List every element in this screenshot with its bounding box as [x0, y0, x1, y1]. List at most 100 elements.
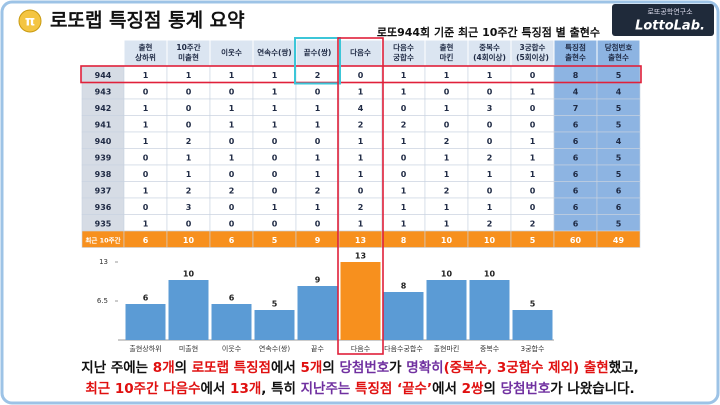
header-line: 중복수 [479, 42, 500, 52]
logo: LottoLab. [635, 19, 705, 34]
cell-value: 0 [444, 87, 450, 96]
cell-value: 1 [530, 153, 536, 162]
cell-value: 49 [613, 236, 625, 245]
header-cell [424, 39, 469, 67]
cell-value: 0 [530, 71, 536, 80]
value-label: 6 [229, 294, 235, 303]
footer-segment: 2쌍 [462, 381, 484, 397]
cell-value: 0 [143, 87, 149, 96]
cell-value: 1 [272, 87, 278, 96]
cell-value: 0 [272, 153, 278, 162]
cell-value: 1 [143, 120, 149, 129]
row-label: 938 [95, 170, 112, 179]
y-tick-label: 6.5 [97, 297, 108, 305]
cell-value: 1 [401, 71, 407, 80]
cell-value: 0 [229, 170, 235, 179]
cell-value: 2 [444, 137, 450, 146]
cell-value: 2 [186, 186, 192, 195]
header-line: 끝수(쌍) [304, 47, 332, 57]
cell-value: 1 [444, 153, 450, 162]
logo-small: 로또공학연구소 [647, 7, 693, 16]
cell-value: 1 [272, 120, 278, 129]
bar [254, 310, 295, 340]
cell-value: 5 [530, 236, 536, 245]
footer-segment: 당첨번호 [339, 359, 389, 376]
row-label: 943 [95, 87, 112, 96]
footer-segment: , 특히 [261, 380, 300, 397]
cell-value: 1 [487, 203, 493, 212]
cell-value: 1 [315, 170, 321, 179]
cell-value: 0 [401, 153, 407, 162]
cell-value: 1 [530, 87, 536, 96]
x-tick-label: 중복수 [480, 345, 500, 353]
cell-value: 1 [487, 170, 493, 179]
cell-value: 1 [315, 203, 321, 212]
logo-box [612, 4, 714, 36]
cell-value: 0 [272, 137, 278, 146]
footer-segment: 지난 주에는 [81, 359, 153, 376]
cell-value: 1 [530, 170, 536, 179]
x-tick-label: 미출현 [179, 344, 198, 353]
cell-value: 5 [616, 104, 622, 113]
cell-value: 1 [272, 203, 278, 212]
cell-value: 5 [616, 170, 622, 179]
cell-value: 1 [229, 153, 235, 162]
value-label: 8 [401, 282, 407, 291]
header-line: (5회이상) [516, 52, 549, 62]
cell-value: 6 [616, 203, 622, 212]
cell-value: 0 [315, 87, 321, 96]
header-line: 출현 [440, 42, 454, 52]
header-label: 다음수 [350, 47, 371, 57]
cell-value: 13 [355, 236, 366, 245]
cell-value: 0 [229, 87, 235, 96]
cell-value: 0 [444, 120, 450, 129]
cell-value: 1 [143, 104, 149, 113]
title-icon [18, 9, 42, 33]
footer-segment: 의 [483, 380, 500, 397]
cell-value: 0 [315, 219, 321, 228]
cell-value: 6 [573, 203, 579, 212]
footer-segment: 다음수 [163, 381, 200, 397]
header-line: 미출현 [178, 52, 199, 62]
x-tick-label: 끝수 [311, 345, 324, 353]
cell-value: 1 [358, 153, 364, 162]
x-tick-label: 연속수(쌍) [259, 344, 290, 353]
cell-value: 6 [573, 120, 579, 129]
cell-value: 1 [272, 104, 278, 113]
header-cell [553, 39, 598, 67]
cell-value: 5 [616, 71, 622, 80]
header-label: 3궁합수 (5회이상) [516, 42, 549, 62]
cell-value: 2 [315, 71, 321, 80]
footer-segment: 13개 [230, 381, 261, 397]
cell-value: 0 [186, 219, 192, 228]
table-cell [596, 230, 641, 248]
header-label: 이웃수 [221, 47, 242, 57]
chart: 6.5136출현상하위10미출현6이웃수5연속수(쌍)9끝수13다음수8다음수궁… [97, 37, 554, 355]
header-line: 상하위 [135, 52, 156, 62]
title: 로또랩 특징점 통계 요약 [50, 10, 245, 32]
row-label: 936 [95, 203, 112, 212]
cell-value: 0 [186, 104, 192, 113]
bar [469, 280, 510, 340]
x-tick-label: 출현마킨 [434, 344, 460, 353]
cell-value: 0 [143, 153, 149, 162]
row-highlight [80, 65, 642, 84]
header-label: 다음수 궁합수 [393, 42, 414, 62]
cell-value: 4 [616, 87, 622, 96]
header-line: 다음수 [350, 47, 371, 57]
cell-value: 3 [186, 203, 192, 212]
y-tick-label: 13 [99, 258, 108, 266]
row-label: 937 [95, 186, 112, 195]
header-line: 다음수 [393, 42, 414, 52]
bar [512, 310, 553, 340]
header-cell [381, 39, 426, 67]
cell-value: 1 [401, 137, 407, 146]
row-label: 944 [95, 71, 112, 80]
header-highlight [294, 37, 341, 85]
bar [426, 280, 467, 340]
header-line: 연속수(쌍) [257, 47, 291, 57]
footer-line: 지난 주에는 8개의 로또랩 특징점에서 5개의 당첨번호가 명확히(중복수, … [81, 359, 638, 376]
cell-value: 60 [570, 236, 582, 245]
footer-segment: 출현 [579, 359, 609, 376]
